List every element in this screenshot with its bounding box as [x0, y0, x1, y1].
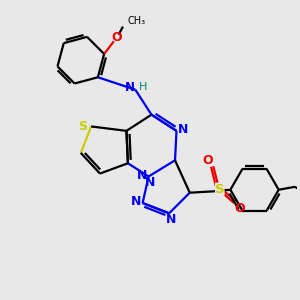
- Text: O: O: [234, 202, 244, 215]
- Text: O: O: [112, 31, 122, 44]
- Text: N: N: [125, 81, 135, 94]
- Text: CH₃: CH₃: [128, 16, 146, 26]
- Text: N: N: [131, 195, 141, 208]
- Text: O: O: [203, 154, 213, 167]
- Text: H: H: [139, 82, 148, 92]
- Text: N: N: [178, 123, 188, 136]
- Text: S: S: [78, 120, 87, 133]
- Text: S: S: [215, 183, 225, 196]
- Text: N: N: [165, 213, 176, 226]
- Text: N: N: [137, 169, 147, 182]
- Text: N: N: [145, 176, 155, 190]
